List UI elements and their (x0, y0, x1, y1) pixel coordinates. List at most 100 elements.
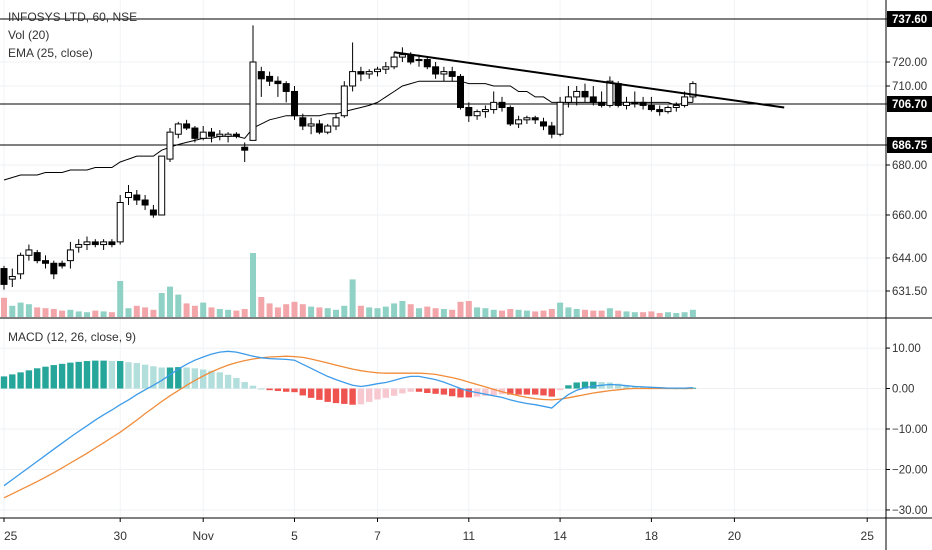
candle (390, 52, 398, 70)
candle-body (448, 71, 456, 77)
volume-bar (142, 307, 149, 317)
candle (108, 239, 116, 248)
volume-bar (233, 310, 240, 317)
time-axis-label: 7 (374, 529, 381, 543)
macd-histogram-bar (615, 383, 622, 389)
candle-body (481, 109, 489, 113)
candle-body (631, 101, 639, 104)
volume-bar (150, 309, 157, 317)
candle-body (564, 96, 572, 103)
macd-histogram-bar (67, 362, 74, 389)
candle-body (681, 96, 689, 106)
candle (573, 86, 581, 106)
volume-bar (399, 301, 406, 317)
macd-histogram-bar (623, 385, 630, 389)
candle (183, 119, 191, 131)
macd-histogram-bar (540, 388, 547, 396)
horizontal-levels[interactable] (0, 18, 886, 146)
candle (224, 132, 232, 143)
volume-bar (523, 310, 530, 317)
candle (656, 105, 664, 116)
macd-histogram-bar (490, 388, 497, 396)
macd-histogram-bar (631, 386, 638, 389)
macd-title[interactable]: MACD (12, 26, close, 9) (8, 330, 137, 344)
candle-body (158, 155, 166, 216)
volume-bar (266, 303, 273, 317)
volume-legend[interactable]: Vol (20) (8, 28, 50, 42)
candle-body (390, 56, 398, 68)
price-axis[interactable]: 631.50 644.00 660.00 680.00 686.75 706.70 710.… (886, 11, 932, 298)
macd-histogram-bar (639, 386, 647, 389)
candle (531, 115, 539, 124)
volume-bar (432, 308, 439, 317)
macd-histogram-bar (241, 382, 248, 389)
candle-body (689, 83, 697, 98)
macd-axis-label: 10.00 (892, 343, 921, 355)
macd-histogram-bar (532, 388, 539, 395)
candle (133, 190, 141, 205)
candle (58, 260, 66, 269)
candle-body (91, 241, 99, 246)
price-axis-label: 720.00 (892, 57, 927, 69)
candle-body (357, 71, 365, 75)
price-axis-label: 686.75 (892, 140, 928, 152)
macd-histogram-bar (133, 363, 140, 389)
candle (83, 236, 91, 250)
volume-bar (515, 309, 522, 317)
candle (17, 252, 25, 280)
time-axis-label: 25 (4, 529, 18, 543)
ema-line (3, 80, 693, 181)
symbol-title[interactable]: INFOSYS LTD, 60, NSE (8, 10, 138, 24)
candle (606, 76, 614, 108)
volume-bar (67, 309, 74, 317)
macd-histogram (0, 360, 697, 405)
volume-bar (258, 297, 265, 317)
candle (473, 109, 481, 120)
candle-body (556, 101, 564, 135)
macd-histogram-bar (590, 381, 597, 389)
macd-histogram-bar (565, 385, 572, 389)
trendline-group[interactable] (393, 51, 785, 109)
volume-bar (665, 312, 671, 317)
candle (357, 66, 365, 82)
macd-histogram-bar (432, 388, 439, 394)
candle (448, 66, 456, 82)
time-axis[interactable]: 25 30 Nov 5 7 11 14 18 20 25 (3, 518, 874, 543)
volume-bar (25, 304, 32, 317)
macd-histogram-bar (283, 388, 290, 392)
macd-histogram-bar (141, 364, 149, 389)
candle-body (208, 131, 215, 137)
volume-bar (108, 312, 115, 317)
candle-body (241, 146, 249, 151)
macd-histogram-bar (258, 388, 265, 390)
candle (166, 128, 174, 163)
ema-legend[interactable]: EMA (25, close) (8, 46, 93, 60)
candle (174, 121, 182, 139)
candle-body (75, 244, 83, 248)
candle (564, 86, 572, 108)
macd-histogram-bar (100, 360, 107, 389)
macd-histogram-bar (382, 388, 389, 398)
macd-histogram-bar (357, 388, 365, 405)
macd-histogram-bar (150, 366, 157, 389)
macd-histogram-bar (50, 365, 57, 389)
volume-bar (590, 310, 597, 317)
volume-bar (598, 310, 605, 317)
macd-axis-label: −10.00 (892, 424, 928, 436)
volume-bar (606, 308, 613, 317)
macd-histogram-bar (606, 382, 614, 389)
trendline[interactable] (393, 51, 785, 109)
candle-body (33, 252, 41, 262)
candle (25, 244, 33, 261)
volume-bar (631, 312, 638, 317)
candle (266, 71, 274, 86)
candle-body (374, 68, 381, 73)
macd-axis[interactable]: 10.00 0.00 −10.00 −20.00 −30.00 (886, 343, 928, 517)
candle (149, 205, 157, 218)
macd-histogram-bar (216, 372, 223, 389)
price-axis-label: 737.60 (892, 14, 927, 26)
price-axis-label: 710.00 (892, 81, 927, 93)
volume-bar (673, 313, 680, 317)
